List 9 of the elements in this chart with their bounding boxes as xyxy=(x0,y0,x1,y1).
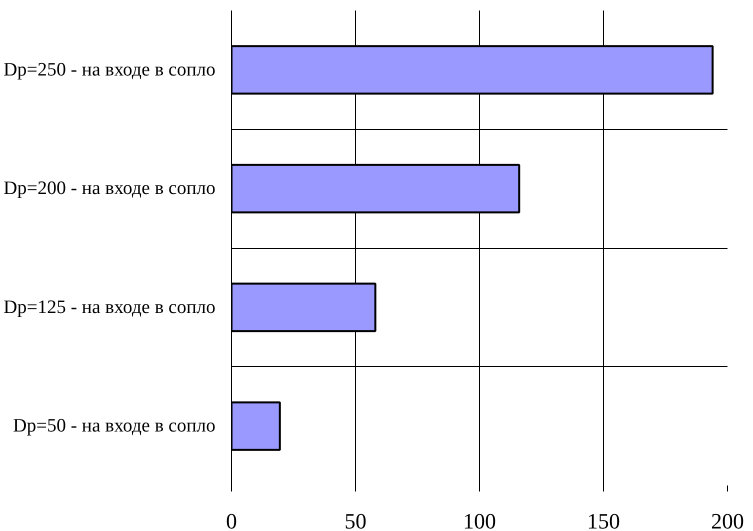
y-tick-label: Dp=50 - на входе в сопло xyxy=(13,416,216,437)
y-tick-label: Dp=250 - на входе в сопло xyxy=(4,59,216,80)
x-tick-label: 150 xyxy=(587,508,620,531)
x-tick-label: 0 xyxy=(226,508,237,531)
y-tick-label: Dp=125 - на входе в сопло xyxy=(4,296,216,318)
x-tick-label: 50 xyxy=(344,508,366,531)
x-tick-label: 100 xyxy=(463,508,496,531)
x-tick-label: 200 xyxy=(711,508,744,531)
y-tick-label: Dp=200 - на входе в сопло xyxy=(4,178,216,200)
